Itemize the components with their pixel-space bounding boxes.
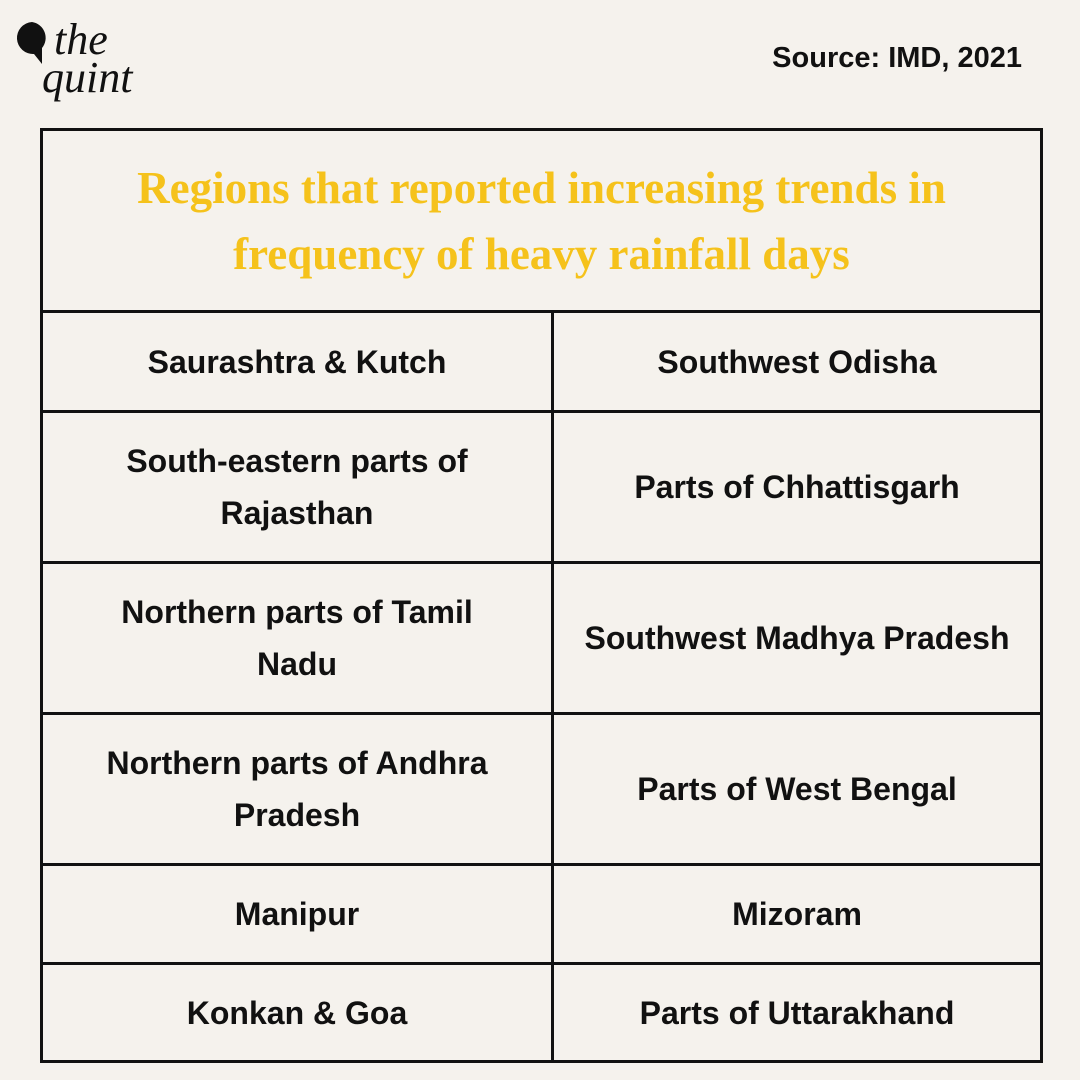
table-cell: Southwest Madhya Pradesh (551, 561, 1043, 715)
table-cell: Parts of Uttarakhand (551, 962, 1043, 1063)
logo: the quint (12, 14, 162, 104)
table-title: Regions that reported increasing trends … (40, 128, 1043, 313)
cell-text: Parts of Uttarakhand (639, 994, 955, 1031)
logo-text: quint (42, 53, 133, 102)
table-row: Northern parts of Andhra Pradesh Parts of… (40, 712, 1043, 866)
table-row: Manipur Mizoram (40, 863, 1043, 965)
table-cell: Parts of West Bengal (551, 712, 1043, 866)
cell-text: Parts of West Bengal (637, 771, 957, 807)
title-text: Regions that reported increasing trends … (137, 162, 946, 279)
table: Regions that reported increasing trends … (40, 128, 1043, 1063)
cell-text: Konkan & Goa (186, 994, 408, 1031)
cell-text: Southwest Madhya Pradesh (584, 620, 1010, 656)
source: Source: IMD, 2021 (772, 42, 1022, 74)
cell-text: Parts of Chhattisgarh (634, 469, 960, 505)
table-cell: Southwest Odisha (551, 310, 1043, 413)
table-cell: Northern parts of Andhra Pradesh (40, 712, 554, 866)
cell-text: Northern parts of Andhra Pradesh (106, 745, 488, 833)
table-row: Northern parts of Tamil Nadu Southwest Ma… (40, 561, 1043, 715)
logo-icon (16, 22, 46, 64)
table-row: Saurashtra & Kutch Southwest Odisha (40, 310, 1043, 413)
cell-text: Southwest Odisha (657, 343, 937, 380)
table-cell: Northern parts of Tamil Nadu (40, 561, 554, 715)
cell-text: Manipur (234, 896, 360, 932)
cell-text: Northern parts of Tamil Nadu (121, 594, 473, 682)
cell-text: Mizoram (732, 896, 862, 932)
cell-text: South-eastern parts of Rajasthan (126, 443, 468, 531)
table-cell: Konkan & Goa (40, 962, 554, 1063)
table-cell: Manipur (40, 863, 554, 965)
table-cell: Parts of Chhattisgarh (551, 410, 1043, 564)
cell-text: Saurashtra & Kutch (147, 343, 447, 380)
table-cell: Saurashtra & Kutch (40, 310, 554, 413)
table-row: Konkan & Goa Parts of Uttarakhand (40, 962, 1043, 1063)
table-cell: South-eastern parts of Rajasthan (40, 410, 554, 564)
logo-text: the (54, 15, 108, 64)
table-row: South-eastern parts of Rajasthan Parts of… (40, 410, 1043, 564)
table-cell: Mizoram (551, 863, 1043, 965)
